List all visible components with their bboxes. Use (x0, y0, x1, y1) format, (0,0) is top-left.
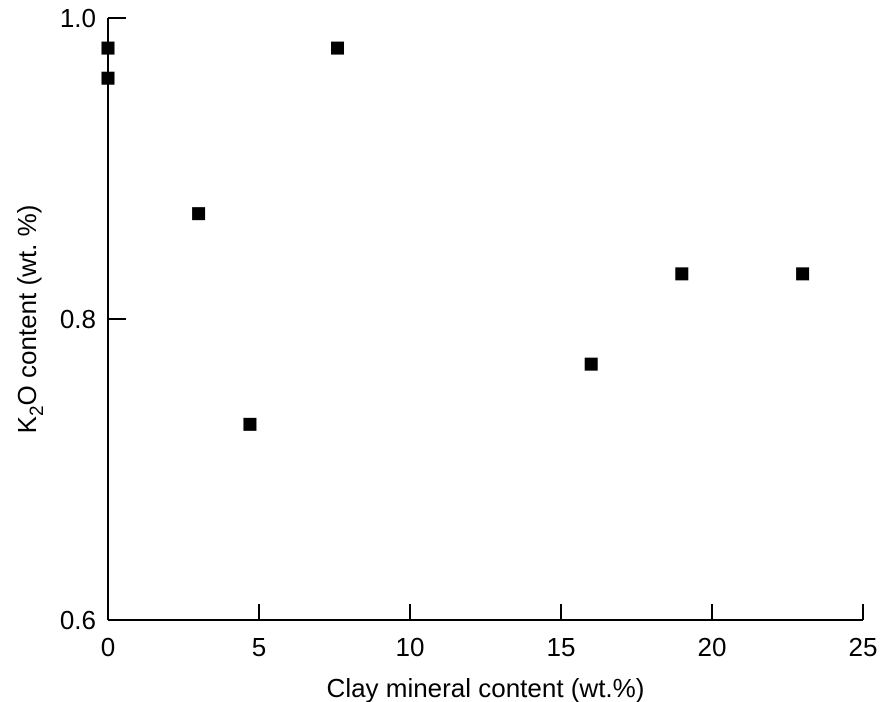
data-points (101, 41, 810, 431)
x-tick-label: 20 (698, 632, 727, 662)
data-point (101, 71, 115, 85)
data-point (584, 357, 598, 371)
data-point (192, 207, 206, 221)
data-point (331, 41, 345, 55)
x-tick-label: 10 (396, 632, 425, 662)
data-point (675, 267, 689, 281)
y-tick-label: 1.0 (60, 3, 96, 33)
y-axis-ticks: 0.6 0.8 1.0 (60, 3, 126, 635)
axes (107, 18, 863, 621)
y-axis-title: K2O content (wt. %) (12, 205, 48, 434)
y-axis-title-pre: K (12, 415, 42, 433)
x-tick-label: 0 (101, 632, 115, 662)
y-tick-label: 0.6 (60, 605, 96, 635)
data-point (243, 417, 257, 431)
y-axis-title-post: O content (wt. %) (12, 205, 42, 406)
x-tick-label: 25 (849, 632, 878, 662)
data-point (796, 267, 810, 281)
x-tick-label: 5 (252, 632, 266, 662)
y-axis-title-subscript: 2 (27, 405, 48, 416)
data-point (101, 41, 115, 55)
x-axis-ticks: 0 5 10 15 20 25 (101, 604, 878, 662)
x-axis-title: Clay mineral content (wt.%) (327, 673, 645, 702)
x-tick-label: 15 (547, 632, 576, 662)
y-tick-label: 0.8 (60, 304, 96, 334)
